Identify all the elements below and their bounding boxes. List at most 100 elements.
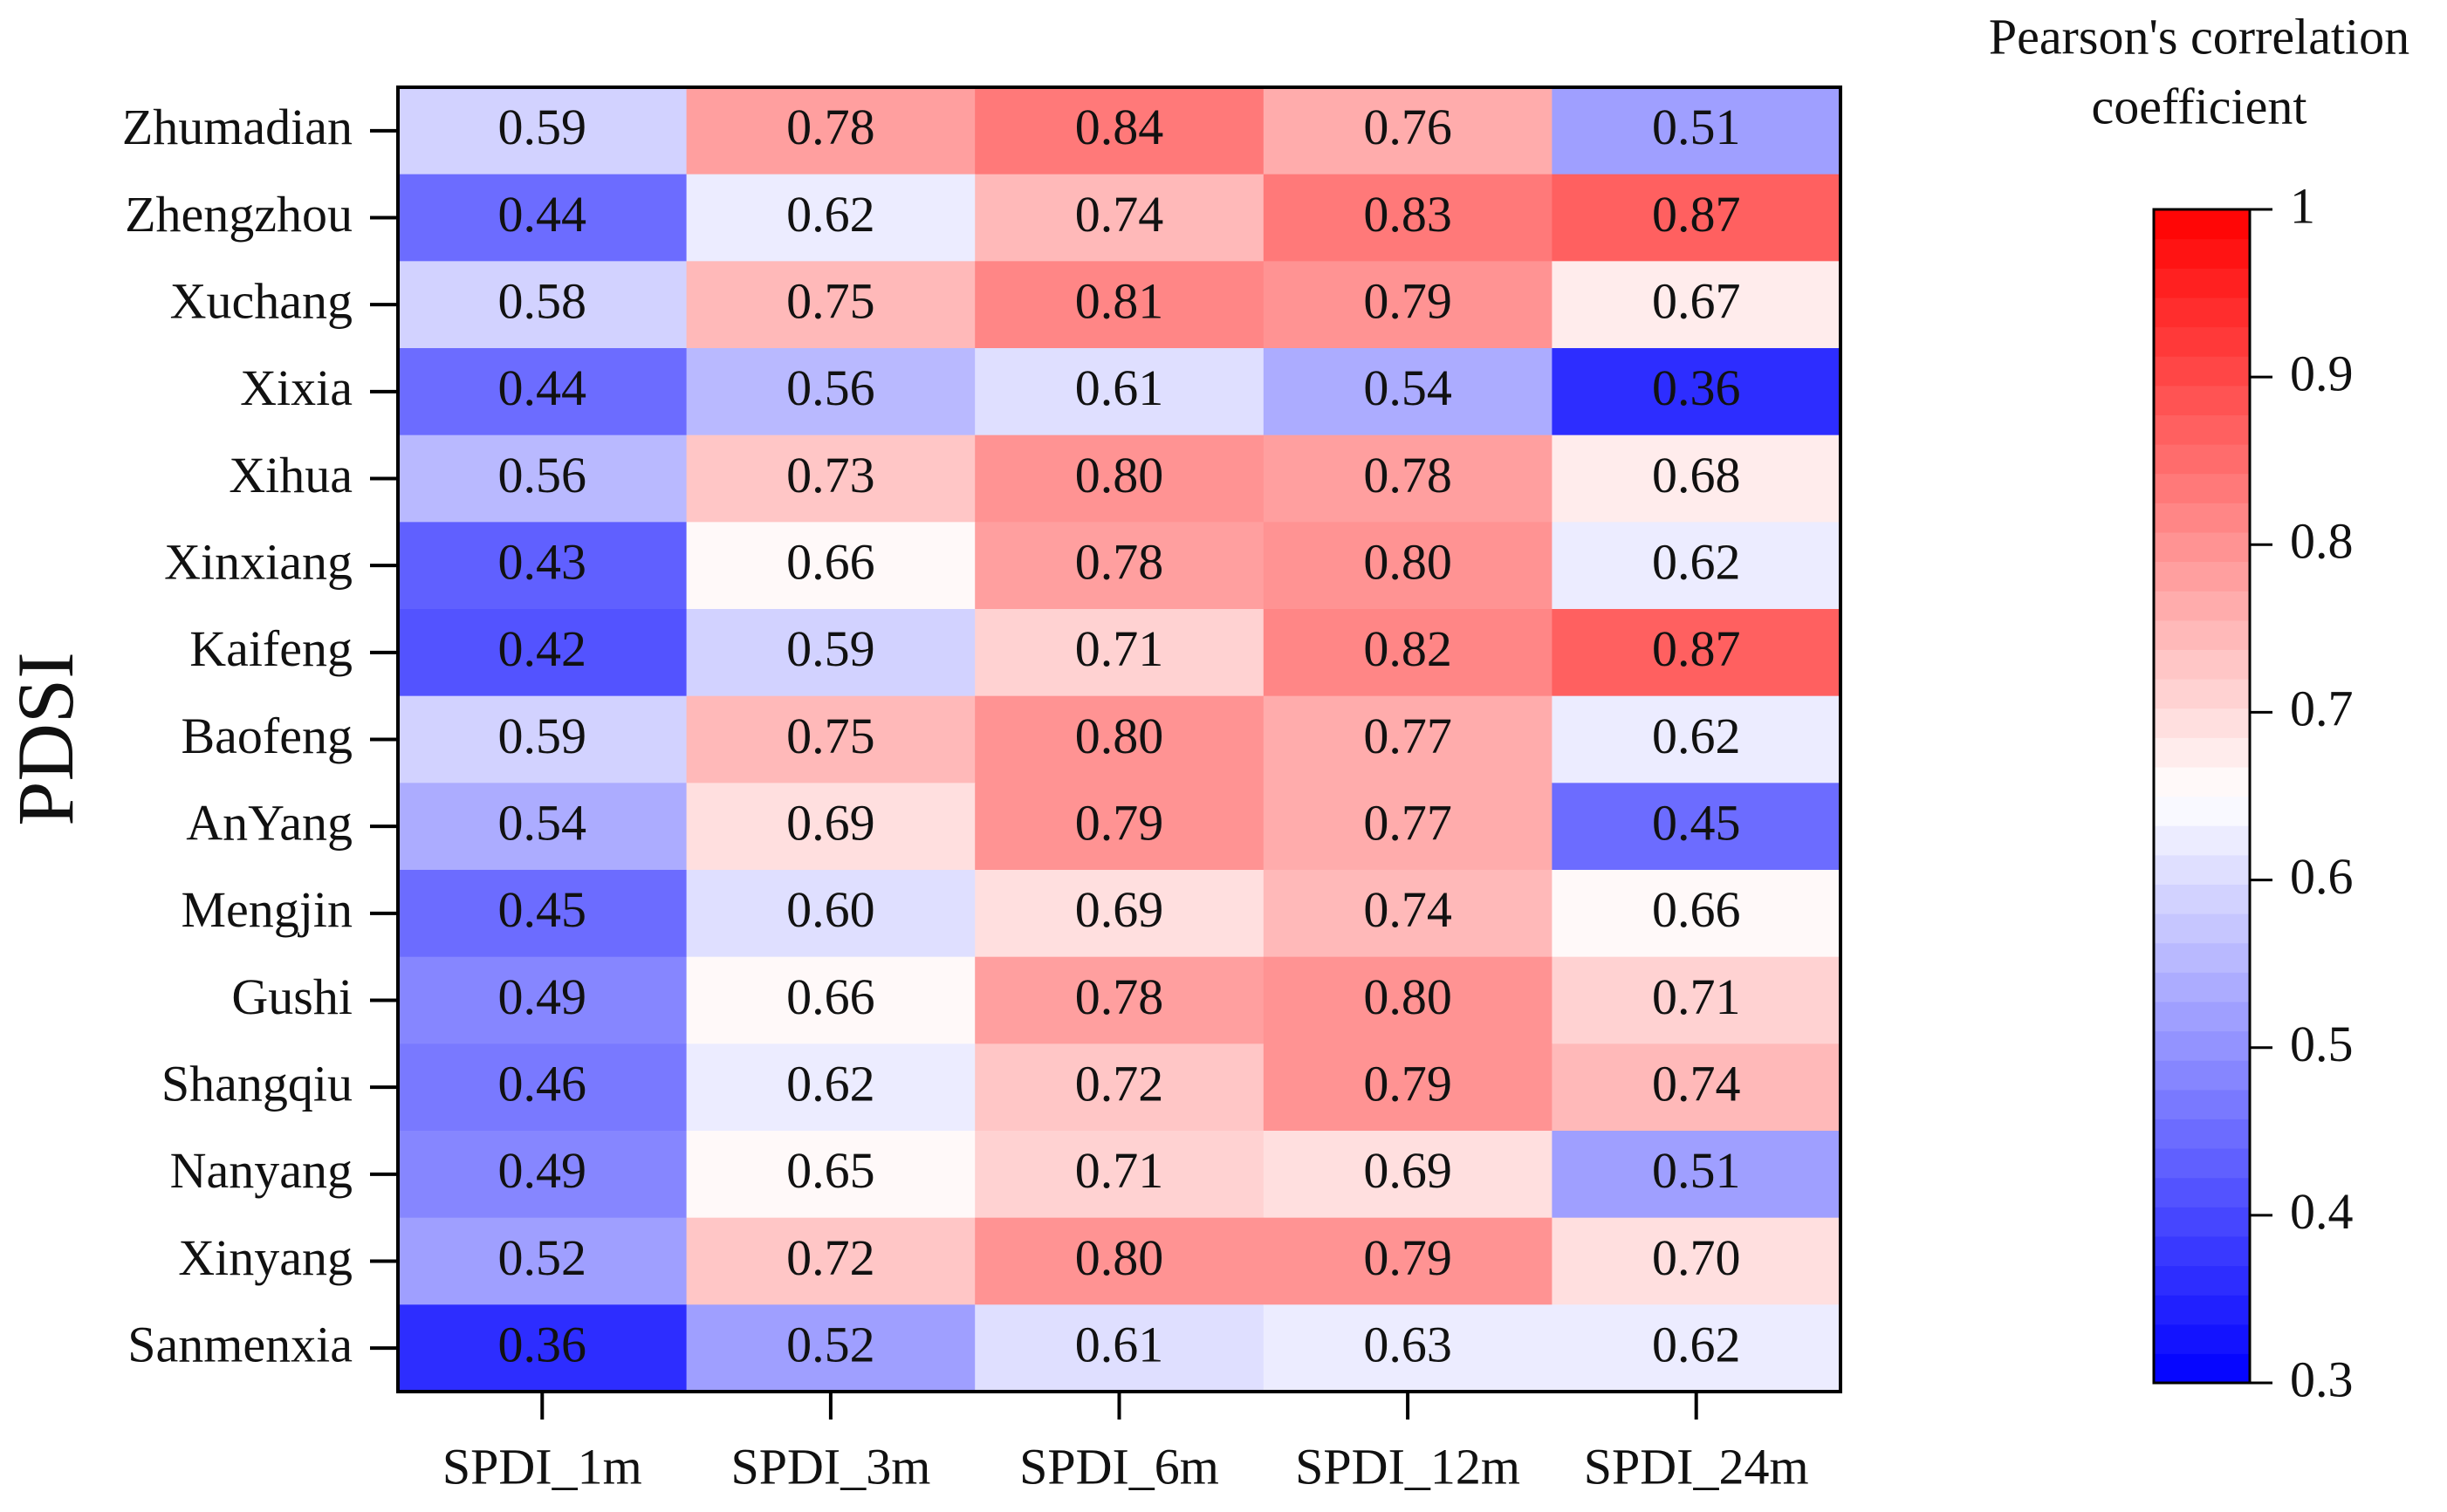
heatmap-cell-label: 0.51 [1652, 1142, 1741, 1199]
colorbar-step [2154, 1207, 2250, 1237]
heatmap-cell-label: 0.80 [1075, 447, 1164, 503]
heatmap-cell [1263, 261, 1553, 349]
heatmap-cell [686, 870, 976, 958]
colorbar-step [2154, 649, 2250, 680]
row-axis: Zhumadian Zhengzhou Xuchang Xixia Xihua Xinxi… [122, 99, 398, 1372]
heatmap-cell [1552, 434, 1841, 523]
colorbar-step [2154, 1089, 2250, 1119]
heatmap-cell [1263, 870, 1553, 958]
colorbar-step [2154, 1060, 2250, 1091]
heatmap-cell-labels: 0.59 0.78 0.84 0.76 0.51 0.44 0.62 0.74 0.83 0.87… [498, 99, 1741, 1372]
heatmap-cell [1552, 695, 1841, 783]
heatmap-cell-label: 0.44 [498, 186, 587, 243]
row-label: Zhengzhou [125, 186, 353, 243]
heatmap-cell [1552, 261, 1841, 349]
heatmap-cell-label: 0.62 [786, 186, 875, 243]
colorbar-step [2154, 1148, 2250, 1179]
column-axis: SPDI_1m SPDI_3m SPDI_6m SPDI_12m SPDI_24m [442, 1392, 1809, 1495]
heatmap-cell [975, 522, 1265, 610]
column-label: SPDI_24m [1584, 1438, 1809, 1495]
heatmap-cell-label: 0.62 [1652, 1316, 1741, 1372]
heatmap-cell-label: 0.46 [498, 1055, 587, 1112]
colorbar-step [2154, 473, 2250, 503]
heatmap-cell [686, 522, 976, 610]
heatmap-cell [1552, 1217, 1841, 1305]
heatmap-cell [1552, 174, 1841, 262]
heatmap-cell-label: 0.58 [498, 272, 587, 329]
heatmap-cell [398, 1131, 688, 1219]
heatmap-cell-label: 0.79 [1363, 1229, 1452, 1286]
column-label: SPDI_3m [730, 1438, 930, 1495]
row-label: Sanmenxia [127, 1316, 353, 1372]
heatmap-cell [1552, 1304, 1841, 1392]
heatmap-cell-label: 0.66 [1652, 881, 1741, 938]
row-label: Gushi [231, 968, 353, 1025]
heatmap-cell [975, 1304, 1265, 1392]
row-label: Xinxiang [164, 533, 353, 590]
colorbar-step [2154, 444, 2250, 475]
colorbar-frame [2152, 208, 2252, 1385]
heatmap-cell [686, 783, 976, 871]
colorbar-step [2154, 619, 2250, 650]
heatmap-cell-label: 0.43 [498, 533, 587, 590]
heatmap-cell-label: 0.52 [498, 1229, 587, 1286]
heatmap-cell-label: 0.51 [1652, 99, 1741, 155]
heatmap-cell [398, 348, 688, 436]
colorbar-step [2154, 414, 2250, 445]
heatmap-cell [398, 261, 688, 349]
heatmap-cell [1552, 522, 1841, 610]
heatmap-cell [975, 348, 1265, 436]
heatmap-cell [398, 1043, 688, 1132]
colorbar-step [2154, 561, 2250, 592]
heatmap-cell-label: 0.69 [1075, 881, 1164, 938]
heatmap-cell-label: 0.78 [1075, 968, 1164, 1025]
heatmap-cell [398, 434, 688, 523]
heatmap-cell-label: 0.44 [498, 359, 587, 416]
colorbar-step [2154, 825, 2250, 856]
heatmap-cell [975, 956, 1265, 1044]
heatmap-cell-label: 0.87 [1652, 186, 1741, 243]
colorbar-step [2154, 708, 2250, 738]
heatmap-cell [975, 87, 1265, 175]
heatmap-cell-label: 0.54 [498, 794, 587, 851]
heatmap-cell-label: 0.68 [1652, 447, 1741, 503]
colorbar-step [2154, 884, 2250, 914]
heatmap-cell [1552, 1131, 1841, 1219]
heatmap-cell [686, 956, 976, 1044]
colorbar-step [2154, 356, 2250, 387]
heatmap-cell-label: 0.54 [1363, 359, 1452, 416]
heatmap-cell-label: 0.78 [1363, 447, 1452, 503]
heatmap-cell [686, 87, 976, 175]
colorbar-gradient [2154, 209, 2250, 1384]
colorbar-step [2154, 796, 2250, 826]
colorbar-step [2154, 1295, 2250, 1325]
heatmap-cell [398, 783, 688, 871]
heatmap-cell-label: 0.72 [786, 1229, 875, 1286]
colorbar-step [2154, 238, 2250, 269]
heatmap-cell [975, 1131, 1265, 1219]
heatmap-cell [975, 870, 1265, 958]
y-axis-title: PDSI [1, 652, 90, 825]
heatmap-cell [686, 261, 976, 349]
heatmap-cell [975, 1043, 1265, 1132]
colorbar-step [2154, 1324, 2250, 1354]
heatmap-cell [1263, 1304, 1553, 1392]
heatmap-cell-label: 0.74 [1075, 186, 1164, 243]
heatmap-cell [1263, 1131, 1553, 1219]
heatmap-cell-label: 0.66 [786, 533, 875, 590]
column-label: SPDI_1m [442, 1438, 642, 1495]
heatmap-cell-label: 0.36 [1652, 359, 1741, 416]
colorbar-step [2154, 854, 2250, 885]
heatmap-cell [1263, 434, 1553, 523]
heatmap-cell-label: 0.62 [1652, 708, 1741, 764]
heatmap-cell [975, 1217, 1265, 1305]
row-label: Shangqiu [161, 1055, 353, 1112]
heatmap-cell [975, 434, 1265, 523]
heatmap-cell [1552, 870, 1841, 958]
heatmap-cell [1263, 783, 1553, 871]
colorbar-step [2154, 679, 2250, 709]
heatmap-cell-label: 0.69 [1363, 1142, 1452, 1199]
colorbar-tick-label: 1 [2290, 177, 2315, 234]
heatmap-cell-label: 0.52 [786, 1316, 875, 1372]
